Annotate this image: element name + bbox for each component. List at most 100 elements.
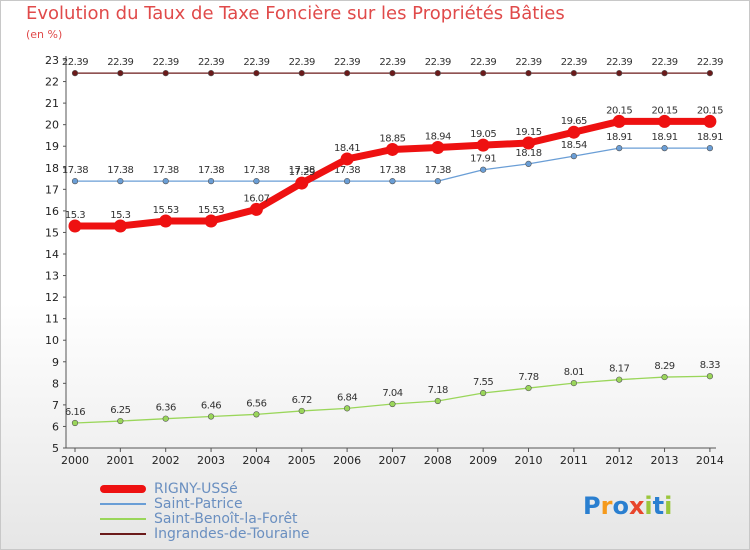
y-tick-label: 16	[45, 205, 59, 218]
data-label: 18.18	[515, 148, 541, 159]
data-point	[434, 70, 441, 77]
data-point	[298, 407, 305, 415]
series-line	[74, 375, 711, 424]
data-label: 18.54	[561, 140, 587, 151]
data-point	[68, 219, 82, 233]
data-label: 17.38	[243, 165, 269, 176]
data-point	[298, 70, 305, 77]
data-label: 7.04	[382, 388, 402, 399]
data-point	[207, 70, 215, 77]
y-tick-label: 5	[52, 442, 59, 455]
data-point	[570, 153, 577, 160]
data-point	[525, 160, 532, 167]
data-label: 22.39	[153, 57, 179, 68]
data-label: 22.39	[651, 57, 677, 68]
data-label: 20.15	[697, 105, 723, 116]
y-tick-label: 15	[45, 226, 59, 239]
data-label: 19.05	[470, 129, 496, 140]
data-point	[431, 141, 445, 155]
data-point	[249, 202, 263, 216]
y-tick-label: 10	[45, 334, 59, 347]
data-label: 6.25	[110, 405, 130, 416]
data-point	[661, 145, 668, 152]
data-label: 22.39	[606, 57, 632, 68]
data-point	[522, 136, 535, 150]
data-label: 8.01	[564, 367, 584, 378]
logo-letter: P	[583, 492, 601, 520]
y-tick-label: 18	[45, 162, 59, 175]
data-point	[207, 413, 215, 420]
data-point	[71, 419, 79, 427]
legend-swatch	[100, 503, 146, 505]
legend-item: Saint-Patrice	[100, 497, 310, 512]
x-tick-label: 2013	[651, 454, 679, 467]
y-tick-label: 8	[52, 377, 59, 390]
data-label: 22.39	[107, 57, 133, 68]
data-label: 8.17	[609, 364, 629, 375]
line-chart: 5 6 7 8 9 10 11 12 13 14 15 16 17 18 19 20 21 22 23 2000 200…	[45, 54, 724, 467]
data-point	[706, 373, 714, 380]
data-label: 22.39	[515, 57, 541, 68]
data-label: 22.39	[561, 57, 587, 68]
data-point	[204, 214, 218, 228]
y-tick-label: 9	[52, 356, 59, 369]
data-label: 18.41	[334, 143, 360, 154]
x-tick-label: 2003	[197, 454, 225, 467]
x-tick-label: 2000	[61, 454, 89, 467]
proxiti-logo: Proxiti	[583, 492, 672, 520]
x-tick-label: 2002	[152, 454, 180, 467]
x-tick-label: 2005	[288, 454, 316, 467]
data-point	[385, 142, 399, 156]
data-label: 6.84	[337, 392, 357, 403]
logo-letter: t	[652, 492, 665, 520]
data-point	[162, 70, 169, 77]
data-point	[113, 219, 127, 233]
x-tick-label: 2001	[106, 454, 134, 467]
data-point	[344, 178, 351, 185]
data-label: 18.85	[379, 133, 405, 144]
data-label: 17.38	[425, 165, 451, 176]
y-tick-label: 7	[52, 399, 59, 412]
y-tick-label: 13	[45, 270, 59, 283]
data-label: 19.65	[561, 116, 587, 127]
data-label: 15.53	[153, 205, 179, 216]
data-label: 22.39	[470, 57, 496, 68]
data-point	[434, 397, 441, 405]
data-point	[480, 389, 487, 397]
logo-letter: r	[600, 492, 613, 520]
data-label: 6.72	[292, 395, 312, 406]
data-point	[344, 70, 351, 77]
x-tick-label: 2004	[242, 454, 270, 467]
data-label: 17.38	[198, 165, 224, 176]
data-label: 22.39	[425, 57, 451, 68]
data-label: 16.07	[243, 193, 269, 204]
data-point	[570, 70, 577, 77]
data-label: 17.38	[289, 165, 315, 176]
data-point	[253, 411, 260, 418]
data-label: 22.39	[379, 57, 405, 68]
x-tick-label: 2006	[333, 454, 361, 467]
data-label: 17.38	[153, 165, 179, 176]
legend-label: Saint-Patrice	[154, 496, 243, 512]
data-label: 22.39	[697, 57, 723, 68]
x-tick-label: 2012	[605, 454, 633, 467]
data-point	[207, 178, 215, 185]
legend-item: Saint-Benoît-la-Forêt	[100, 512, 310, 527]
data-point	[616, 70, 623, 77]
data-point	[661, 373, 668, 381]
data-point	[253, 70, 260, 77]
data-label: 20.15	[606, 105, 632, 116]
data-point	[434, 178, 441, 185]
data-label: 18.91	[697, 132, 723, 143]
data-label: 17.91	[470, 154, 496, 165]
data-label: 18.94	[425, 132, 451, 143]
logo-letter: i	[664, 492, 673, 520]
data-label: 22.39	[198, 57, 224, 68]
data-label: 8.29	[654, 361, 674, 372]
data-point	[612, 114, 626, 128]
data-point	[162, 178, 169, 185]
y-tick-label: 22	[45, 76, 59, 89]
y-tick-label: 12	[45, 291, 59, 304]
data-point	[525, 384, 532, 392]
